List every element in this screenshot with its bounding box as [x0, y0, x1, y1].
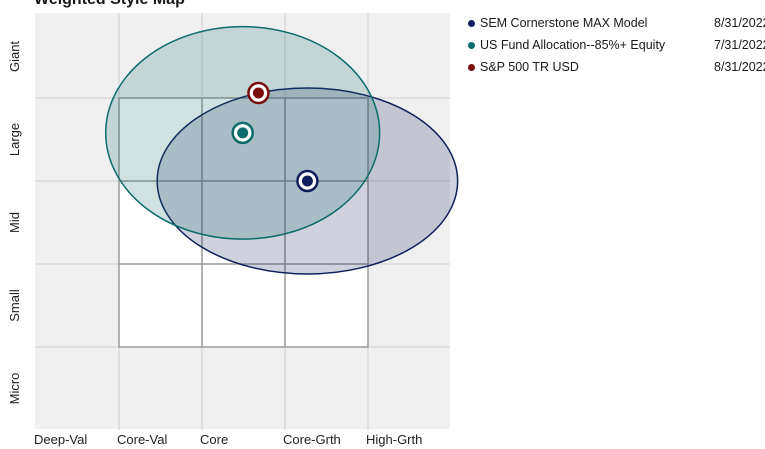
legend-series-name: S&P 500 TR USD — [480, 60, 579, 74]
y-axis-label: Micro — [7, 373, 22, 405]
legend-series-date: 7/31/2022 — [714, 38, 765, 52]
x-axis-labels: Deep-Val Core-Val Core Core-Grth High-Grth — [34, 432, 422, 447]
legend-item: S&P 500 TR USD 8/31/2022 — [468, 56, 765, 78]
legend-marker-icon — [468, 41, 475, 49]
x-axis-label: Core — [200, 432, 228, 447]
legend: SEM Cornerstone MAX Model 8/31/2022 US F… — [468, 12, 765, 78]
y-axis-label: Small — [7, 289, 22, 322]
legend-marker-icon — [468, 63, 475, 71]
centroid-dot — [252, 87, 264, 99]
x-axis-label: Core-Grth — [283, 432, 341, 447]
legend-series-name: SEM Cornerstone MAX Model — [480, 16, 648, 30]
x-axis-label: Core-Val — [117, 432, 167, 447]
legend-series-date: 8/31/2022 — [714, 16, 765, 30]
y-axis-label: Mid — [7, 212, 22, 233]
chart-title: Weighted Style Map — [34, 0, 185, 9]
centroid-point — [296, 169, 319, 193]
legend-series-name: US Fund Allocation--85%+ Equity — [480, 38, 666, 52]
x-axis-label: High-Grth — [366, 432, 422, 447]
legend-item: SEM Cornerstone MAX Model 8/31/2022 — [468, 12, 765, 34]
centroid-point — [231, 121, 254, 145]
centroid-dot — [301, 175, 313, 187]
legend-series-date: 8/31/2022 — [714, 60, 765, 74]
centroid-dot — [237, 127, 249, 139]
centroid-point — [247, 81, 270, 105]
centroid-points — [231, 81, 319, 193]
y-axis-label: Giant — [7, 41, 22, 72]
x-axis-label: Deep-Val — [34, 432, 87, 447]
y-axis-label: Large — [7, 123, 22, 156]
legend-marker-icon — [468, 19, 475, 27]
legend-item: US Fund Allocation--85%+ Equity 7/31/202… — [468, 34, 765, 56]
y-axis-labels: Micro Small Mid Large Giant — [7, 41, 22, 405]
